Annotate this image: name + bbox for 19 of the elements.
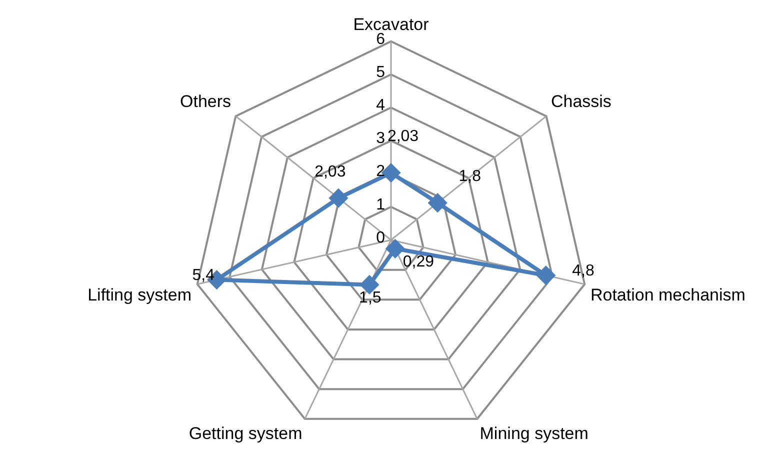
y-tick-label: 0 [376, 229, 386, 246]
data-label: 0,29 [402, 253, 434, 270]
spoke-label: Others [180, 92, 232, 111]
data-label: 2,03 [314, 163, 346, 180]
spoke-label: Mining system [480, 424, 588, 444]
y-tick-label: 3 [376, 130, 386, 148]
spoke-label: Chassis [550, 92, 612, 111]
spoke-label: Getting system [188, 424, 302, 444]
data-label: 1,5 [359, 290, 382, 307]
y-tick-label: 4 [376, 97, 386, 114]
y-tick-label: 5 [376, 64, 386, 81]
data-label: 2,03 [387, 128, 419, 146]
data-label: 5,4 [192, 266, 215, 284]
spoke-label: Rotation mechanism [590, 285, 746, 304]
data-label: 1,8 [458, 168, 482, 186]
y-tick-label: 1 [376, 196, 386, 214]
data-label: 4,8 [572, 262, 594, 280]
y-tick-label: 2 [376, 163, 386, 180]
spoke-label: Lifting system [88, 285, 192, 304]
